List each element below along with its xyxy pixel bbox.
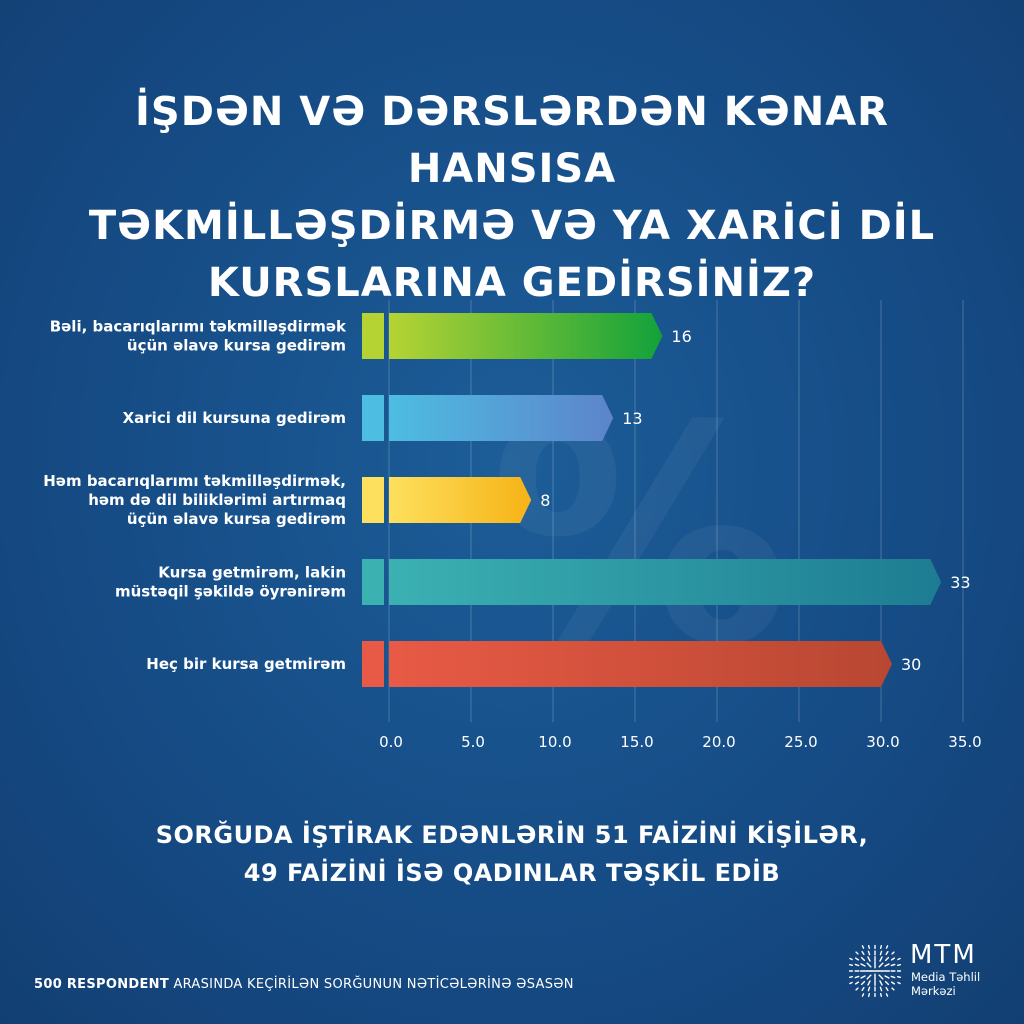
category-label: Heç bir kursa getmirəm: [146, 655, 346, 673]
bar: [389, 395, 614, 441]
bar: [389, 641, 892, 687]
logo-name: MTM: [910, 940, 977, 970]
bar-stub: [362, 313, 384, 359]
footer-source: 500 RESPONDENT ARASINDA KEÇİRİLƏN SORĞUN…: [34, 977, 574, 992]
survey-note: SORĞUDA İŞTİRAK EDƏNLƏRİN 51 FAİZİNİ KİŞ…: [100, 816, 924, 892]
category-label: Xarici dil kursuna gedirəm: [123, 409, 346, 427]
x-tick-label: 5.0: [461, 733, 485, 751]
title-line-1: İŞDƏN VƏ DƏRSLƏRDƏN KƏNAR HANSISA: [135, 89, 889, 192]
bar: [389, 477, 532, 523]
logo-sub-line-1: Media Təhlil: [911, 970, 981, 984]
title-line-3: KURSLARINA GEDİRSİNİZ?: [207, 260, 817, 306]
chart-title: İŞDƏN VƏ DƏRSLƏRDƏN KƏNAR HANSISA TƏKMİL…: [60, 84, 964, 312]
bars: 16 Bəli, bacarıqlarımı təkmilləşdirmək üçü…: [43, 313, 971, 687]
x-tick-label: 15.0: [620, 733, 653, 751]
survey-note-line-1: SORĞUDA İŞTİRAK EDƏNLƏRİN 51 FAİZİNİ KİŞ…: [155, 821, 869, 849]
category-label: Həm bacarıqlarımı təkmilləşdirmək, həm də…: [43, 472, 346, 528]
category-label: Kursa getmirəm, lakin müstəqil şəkildə öy…: [115, 564, 346, 601]
bar-value-label: 8: [540, 491, 550, 510]
bar-stub: [362, 559, 384, 605]
mtm-logo: MTM Media Təhlil Mərkəzi: [848, 940, 998, 1000]
bar-value-label: 33: [950, 573, 970, 592]
bar-value-label: 16: [671, 327, 691, 346]
x-tick-label: 25.0: [784, 733, 817, 751]
bar-stub: [362, 395, 384, 441]
bar-stub: [362, 477, 384, 523]
x-tick-label: 20.0: [702, 733, 735, 751]
logo-grid-icon: [848, 944, 902, 998]
bar-value-label: 13: [622, 409, 642, 428]
bar: [389, 313, 663, 359]
bar: [389, 559, 942, 605]
footer-rest: ARASINDA KEÇİRİLƏN SORĞUNUN NƏTİCƏLƏRİNƏ…: [173, 977, 574, 992]
survey-note-line-2: 49 FAİZİNİ İSƏ QADINLAR TƏŞKİL EDİB: [243, 859, 781, 887]
bar-value-label: 30: [901, 655, 921, 674]
x-tick-label: 0.0: [379, 733, 403, 751]
x-tick-label: 10.0: [538, 733, 571, 751]
x-tick-label: 35.0: [948, 733, 981, 751]
bar-stub: [362, 641, 384, 687]
logo-subtitle: Media Təhlil Mərkəzi: [911, 970, 980, 998]
title-line-2: TƏKMİLLƏŞDİRMƏ VƏ YA XARİCİ DİL: [88, 203, 936, 249]
footer-bold: 500 RESPONDENT: [34, 977, 169, 992]
x-axis-ticks: 0.0 5.0 10.0 15.0 20.0 25.0 30.0 35.0: [379, 733, 982, 751]
category-label: Bəli, bacarıqlarımı təkmilləşdirmək üçün …: [50, 318, 347, 355]
x-tick-label: 30.0: [866, 733, 899, 751]
logo-sub-line-2: Mərkəzi: [911, 984, 956, 998]
